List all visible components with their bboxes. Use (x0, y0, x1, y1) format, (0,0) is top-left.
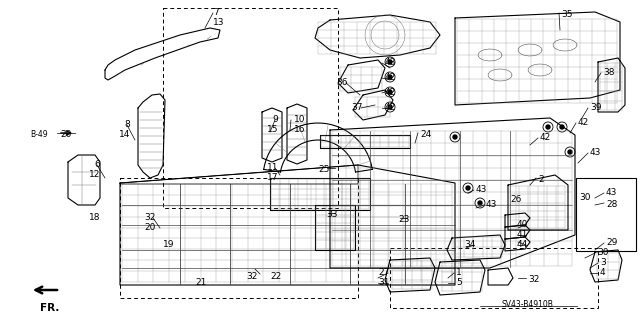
Circle shape (478, 201, 482, 205)
Text: 25: 25 (319, 165, 330, 174)
Text: 43: 43 (486, 200, 497, 209)
Text: SV43-B4910B: SV43-B4910B (501, 300, 553, 309)
Text: 42: 42 (385, 73, 396, 82)
Bar (390, 248, 598, 308)
Text: 43: 43 (590, 148, 602, 157)
Text: 37: 37 (351, 103, 363, 112)
Text: 43: 43 (606, 188, 618, 197)
Text: 26: 26 (510, 195, 522, 204)
Text: 33: 33 (326, 210, 338, 219)
Text: 39: 39 (590, 103, 602, 112)
Text: 1: 1 (456, 268, 461, 277)
Text: 44: 44 (516, 240, 528, 249)
Text: 31: 31 (378, 278, 390, 287)
Text: 43: 43 (476, 185, 488, 194)
Text: 32: 32 (246, 272, 258, 281)
Bar (576, 178, 636, 251)
Text: 42: 42 (385, 88, 396, 97)
Text: 9: 9 (272, 115, 278, 124)
Circle shape (568, 150, 572, 154)
Text: 28: 28 (606, 200, 618, 209)
Text: 19: 19 (163, 240, 175, 249)
Text: 34: 34 (465, 240, 476, 249)
Text: 20: 20 (145, 223, 156, 232)
Text: 2: 2 (538, 175, 543, 184)
Text: 30: 30 (579, 193, 591, 202)
Circle shape (388, 105, 392, 109)
Text: 16: 16 (294, 125, 305, 134)
Text: 14: 14 (118, 130, 130, 139)
Text: 7: 7 (213, 8, 219, 17)
Text: 36: 36 (337, 78, 348, 87)
Text: 12: 12 (88, 170, 100, 179)
Text: 13: 13 (213, 18, 225, 27)
Circle shape (546, 125, 550, 129)
Text: 18: 18 (88, 213, 100, 222)
Text: 40: 40 (516, 220, 528, 229)
Text: 35: 35 (561, 10, 573, 19)
Text: B-49: B-49 (30, 130, 47, 139)
Text: 23: 23 (399, 215, 410, 224)
Text: 15: 15 (266, 125, 278, 134)
Text: 38: 38 (603, 68, 614, 77)
Text: 21: 21 (195, 278, 206, 287)
Text: 3: 3 (600, 258, 605, 267)
Text: 41: 41 (516, 230, 528, 239)
Text: 11: 11 (266, 163, 278, 172)
Text: 6: 6 (94, 160, 100, 169)
Circle shape (388, 75, 392, 79)
Text: 30: 30 (597, 248, 609, 257)
Text: 43: 43 (385, 58, 396, 67)
Bar (120, 178, 358, 298)
Circle shape (560, 125, 564, 129)
Circle shape (453, 135, 457, 139)
Text: 24: 24 (420, 130, 431, 139)
Text: 42: 42 (385, 103, 396, 112)
Circle shape (466, 186, 470, 190)
Text: 29: 29 (606, 238, 618, 247)
Text: 20: 20 (60, 130, 72, 139)
Text: FR.: FR. (40, 303, 60, 313)
Text: 5: 5 (456, 278, 461, 287)
Text: 17: 17 (266, 173, 278, 182)
Text: 42: 42 (540, 133, 551, 142)
Text: 4: 4 (600, 268, 605, 277)
Text: 10: 10 (294, 115, 305, 124)
Text: 32: 32 (528, 275, 540, 284)
Text: 22: 22 (270, 272, 281, 281)
Text: 42: 42 (578, 118, 589, 127)
Text: 8: 8 (124, 120, 130, 129)
Circle shape (388, 60, 392, 64)
Circle shape (388, 90, 392, 94)
Text: 27: 27 (379, 268, 390, 277)
Bar (163, 8, 338, 208)
Text: 32: 32 (145, 213, 156, 222)
